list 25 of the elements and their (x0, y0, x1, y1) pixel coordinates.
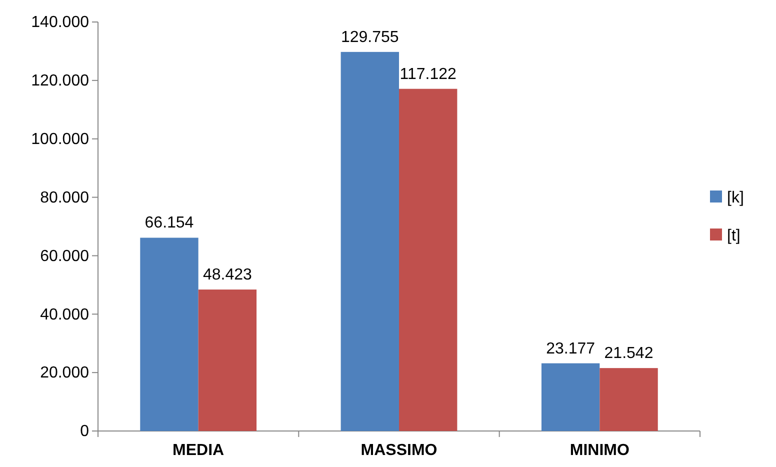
data-label: 21.542 (604, 345, 654, 362)
y-tick-label: 20.000 (40, 364, 90, 382)
bar (340, 52, 399, 431)
bar (399, 88, 458, 431)
y-tick-label: 120.000 (31, 72, 90, 90)
data-label: 129.755 (340, 28, 399, 46)
y-tick-label: 60.000 (40, 248, 90, 265)
y-tick-label: 140.000 (31, 14, 90, 32)
legend-label: [k] (727, 190, 744, 206)
data-label: 48.423 (202, 266, 252, 284)
y-tick-label: 80.000 (40, 189, 90, 206)
legend-label: [t] (727, 228, 740, 244)
y-tick-label: 0 (80, 423, 90, 440)
bar (600, 368, 658, 431)
data-label: 23.177 (546, 340, 596, 358)
y-tick-label: 40.000 (40, 306, 90, 324)
bar (541, 363, 600, 431)
y-tick-label: 100.000 (31, 130, 90, 148)
bar (140, 238, 198, 431)
data-label: 66.154 (144, 214, 194, 232)
x-tick-label: MEDIA (172, 442, 225, 459)
data-label: 117.122 (400, 66, 457, 83)
x-tick-label: MASSIMO (360, 442, 438, 459)
x-tick-label: MINIMO (570, 442, 630, 459)
bar (198, 290, 257, 431)
